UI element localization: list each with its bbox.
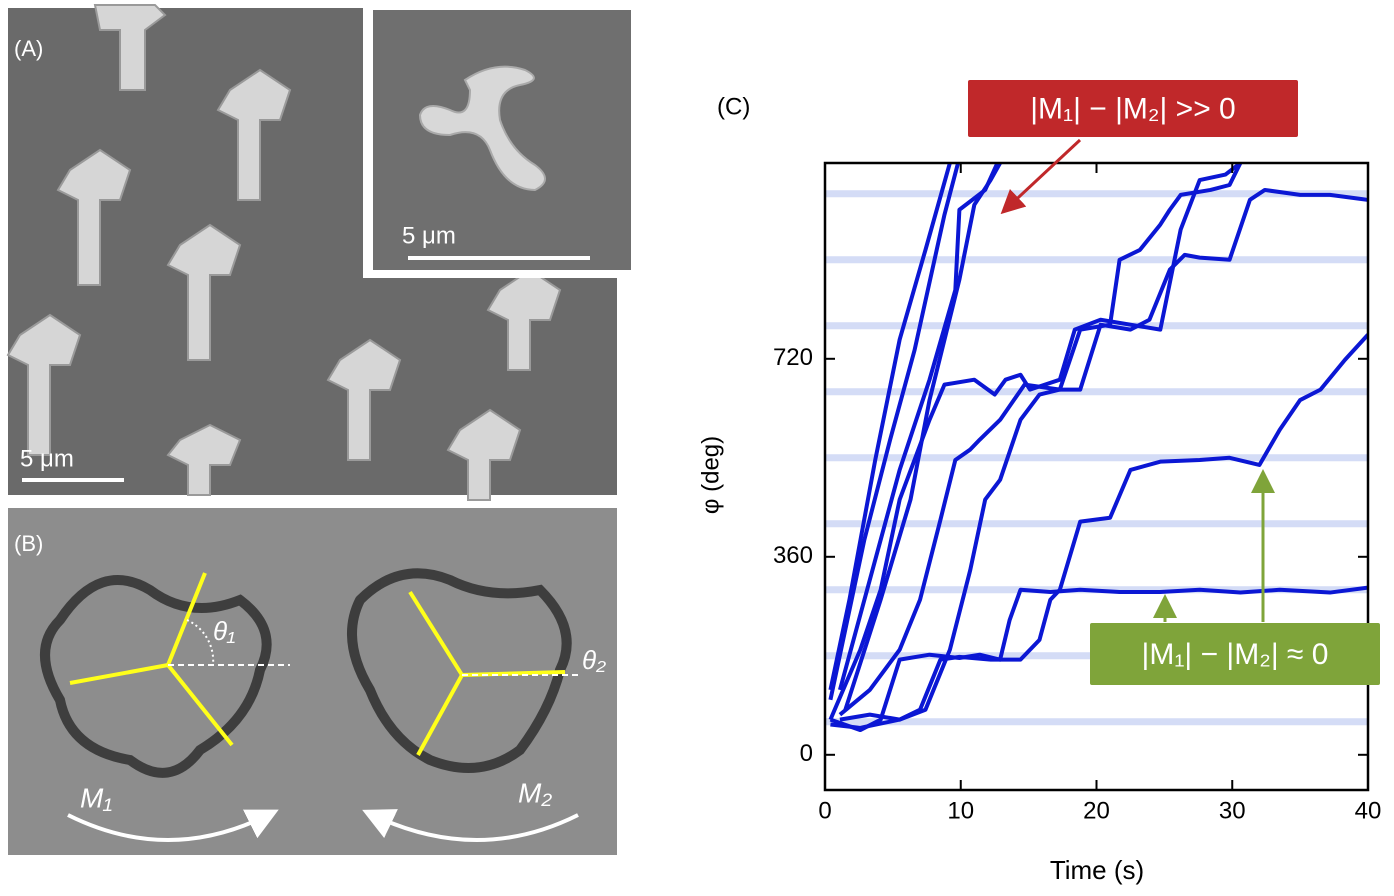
particle-outlines: [40, 568, 572, 778]
x-tick-label: 20: [1083, 797, 1110, 824]
panel-label: (B): [14, 531, 43, 556]
x-tick-label: 10: [947, 797, 974, 824]
theta-2: θ₂: [582, 645, 606, 675]
microstructures: [6, 4, 562, 501]
chart: (C) Time (s) φ (deg) 0 10 20 30 40 0 360 720 |M₁…: [697, 80, 1381, 885]
inset-scale-bar-label: 5 μm: [402, 222, 456, 249]
yellow-axes: [69, 572, 566, 756]
annotation-text: |M₁| − |M₂| ≈ 0: [1142, 638, 1329, 671]
annotation-arrow: [1000, 138, 1082, 215]
panel-a: (A) 5 μm 5 μm: [6, 0, 638, 501]
rotation-arrow: [67, 809, 279, 842]
x-tick-label: 30: [1219, 797, 1246, 824]
y-tick-label: 720: [773, 344, 813, 371]
x-axis-label: Time (s): [1050, 855, 1144, 885]
y-axis-label: φ (deg): [697, 436, 724, 514]
y-tick-label: 0: [800, 740, 813, 767]
series-line: [843, 163, 1002, 711]
m-1: M₁: [80, 782, 112, 813]
annotation-text: |M₁| − |M₂| >> 0: [1030, 92, 1236, 125]
angle-arc: [186, 619, 215, 666]
rotation-arrow: [362, 809, 579, 842]
inset-structure: [418, 65, 546, 192]
theta-1: θ₁: [213, 616, 235, 646]
scale-bar-label: 5 μm: [20, 445, 74, 472]
series-line: [830, 333, 1368, 730]
m-2: M₂: [518, 777, 552, 808]
annotation-box: [1090, 623, 1380, 685]
panel-label: (A): [14, 36, 43, 61]
x-tick-label: 0: [818, 797, 831, 824]
panel-label: (C): [717, 93, 750, 120]
series-line: [828, 163, 960, 701]
plot-frame: [823, 161, 1370, 792]
x-tick-label: 40: [1355, 797, 1382, 824]
series-line: [838, 163, 1000, 691]
series-line: [828, 163, 952, 691]
panel-b: θ₁ θ₂ M₁ M₂ (B): [8, 508, 617, 855]
annotation-box: [968, 80, 1298, 137]
series-line: [829, 585, 1368, 733]
micrograph: [8, 508, 617, 855]
y-tick-label: 360: [773, 542, 813, 569]
